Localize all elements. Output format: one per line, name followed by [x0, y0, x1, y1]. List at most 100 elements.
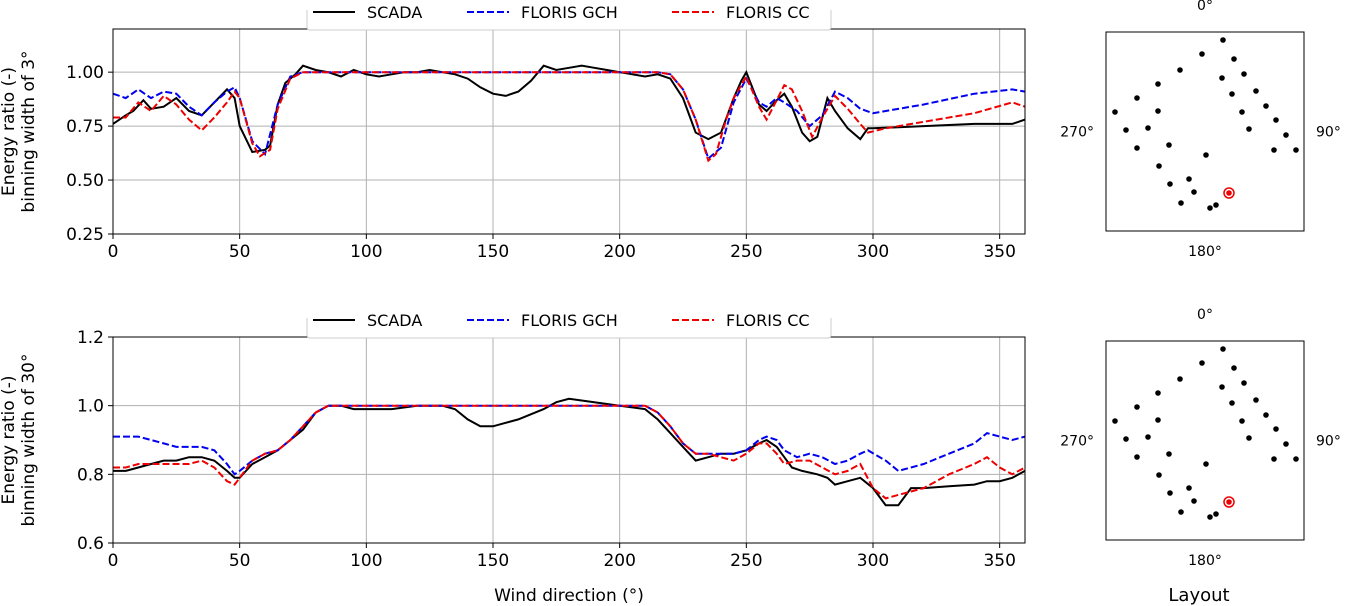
- turbine-marker: [1134, 95, 1140, 101]
- turbine-marker: [1134, 454, 1140, 460]
- y-tick-label: 1.00: [66, 63, 104, 83]
- y-tick-label: 1.0: [77, 397, 104, 417]
- series-line-scada: [113, 397, 1025, 507]
- x-tick-label: 250: [730, 242, 762, 262]
- turbine-marker: [1112, 418, 1118, 424]
- x-tick-label: 300: [857, 551, 889, 571]
- y-tick-label: 0.25: [66, 225, 104, 245]
- turbine-marker: [1263, 412, 1269, 418]
- x-tick-label: 250: [730, 551, 762, 571]
- layout-panel-1: 0° 180° 270° 90°: [1060, 0, 1341, 260]
- turbine-marker: [1293, 456, 1299, 462]
- series-line-scada: [113, 64, 1025, 154]
- turbine-marker: [1203, 152, 1209, 158]
- x-tick-label: 100: [350, 551, 382, 571]
- turbine-marker: [1134, 145, 1140, 151]
- x-tick-label: 50: [229, 242, 251, 262]
- x-tick-label: 100: [350, 242, 382, 262]
- selected-turbine-ring: [1223, 187, 1235, 199]
- turbine-marker: [1123, 436, 1129, 442]
- x-tick-label: 200: [603, 551, 635, 571]
- x-tick-label: 0: [108, 242, 119, 262]
- turbine-marker: [1219, 384, 1225, 390]
- turbine-marker: [1191, 498, 1197, 504]
- turbine-marker: [1145, 125, 1151, 131]
- x-tick-label: 150: [477, 551, 509, 571]
- turbine-marker: [1191, 189, 1197, 195]
- turbine-marker: [1199, 360, 1205, 366]
- turbine-marker: [1203, 461, 1209, 467]
- turbine-marker: [1156, 472, 1162, 478]
- compass-south-label: 180°: [1188, 244, 1222, 260]
- turbine-marker: [1166, 451, 1172, 457]
- turbine-marker: [1220, 37, 1226, 43]
- compass-north-label: 0°: [1197, 0, 1213, 14]
- legend-label: FLORIS GCH: [521, 311, 618, 330]
- turbine-marker: [1283, 441, 1289, 447]
- turbine-marker: [1246, 435, 1252, 441]
- turbine-marker: [1213, 511, 1219, 517]
- turbine-marker: [1178, 509, 1184, 515]
- turbine-marker: [1167, 490, 1173, 496]
- turbine-marker: [1112, 109, 1118, 115]
- turbine-marker: [1253, 397, 1259, 403]
- legend-label: FLORIS GCH: [521, 3, 618, 22]
- turbine-marker: [1199, 51, 1205, 57]
- turbine-marker: [1177, 67, 1183, 73]
- turbine-marker: [1186, 485, 1192, 491]
- turbine-marker: [1271, 456, 1277, 462]
- series-line-floris-cc: [113, 404, 1025, 500]
- y-axis-label: Energy ratio (-)binning width of 30°: [0, 354, 39, 527]
- plot-frame: [112, 336, 1026, 544]
- turbine-marker: [1293, 147, 1299, 153]
- turbine-marker: [1239, 109, 1245, 115]
- legend-label: SCADA: [367, 311, 422, 330]
- turbine-marker: [1213, 202, 1219, 208]
- layout-frame: [1105, 340, 1305, 541]
- y-tick-label: 0.6: [77, 534, 104, 554]
- compass-south-label: 180°: [1188, 553, 1222, 569]
- energy-ratio-chart-2: 0 50 100 150 200 250 300 350 0.6 0.8 1.0 1.2 Energy …: [0, 280, 1026, 606]
- y-tick-label: 0.8: [77, 465, 104, 485]
- turbine-marker: [1229, 400, 1235, 406]
- turbine-marker: [1239, 418, 1245, 424]
- x-axis-label: Wind direction (°): [494, 586, 644, 606]
- x-tick-label: 200: [603, 242, 635, 262]
- turbine-marker: [1231, 365, 1237, 371]
- turbine-marker: [1273, 426, 1279, 432]
- y-tick-label: 0.50: [66, 171, 104, 191]
- turbine-marker: [1241, 71, 1247, 77]
- compass-north-label: 0°: [1197, 307, 1213, 323]
- legend: SCADA FLORIS GCH FLORIS CC: [300, 0, 840, 31]
- x-tick-label: 350: [983, 242, 1015, 262]
- legend-label: SCADA: [367, 3, 422, 22]
- y-tick-label: 0.75: [66, 117, 104, 137]
- turbine-marker: [1178, 200, 1184, 206]
- turbine-marker: [1231, 56, 1237, 62]
- turbine-marker: [1156, 163, 1162, 169]
- turbine-marker: [1253, 88, 1259, 94]
- legend: SCADA FLORIS GCH FLORIS CC: [300, 280, 840, 339]
- selected-turbine-ring: [1223, 496, 1235, 508]
- turbine-marker: [1207, 205, 1213, 211]
- energy-ratio-chart-1: 0 50 100 150 200 250 300 350 0.25 0.50 0.75 1.00 Ene…: [0, 0, 1026, 262]
- turbine-marker: [1219, 75, 1225, 81]
- turbine-marker: [1177, 376, 1183, 382]
- turbine-marker: [1145, 434, 1151, 440]
- x-tick-label: 350: [983, 551, 1015, 571]
- x-tick-label: 50: [229, 551, 251, 571]
- turbine-marker: [1241, 380, 1247, 386]
- compass-east-label: 90°: [1316, 125, 1341, 141]
- turbine-marker: [1220, 346, 1226, 352]
- legend-label: FLORIS CC: [726, 311, 810, 330]
- turbine-marker: [1186, 176, 1192, 182]
- x-tick-label: 150: [477, 242, 509, 262]
- series-line-floris-gch: [113, 71, 1025, 161]
- layout-panel-2: 0° 180° 270° 90° Layout: [1060, 307, 1341, 606]
- layout-title: Layout: [1168, 585, 1229, 606]
- layout-frame: [1105, 31, 1305, 232]
- turbine-marker: [1155, 390, 1161, 396]
- turbine-marker: [1134, 404, 1140, 410]
- selected-turbine-marker: [1226, 499, 1232, 505]
- y-tick-label: 1.2: [77, 328, 104, 348]
